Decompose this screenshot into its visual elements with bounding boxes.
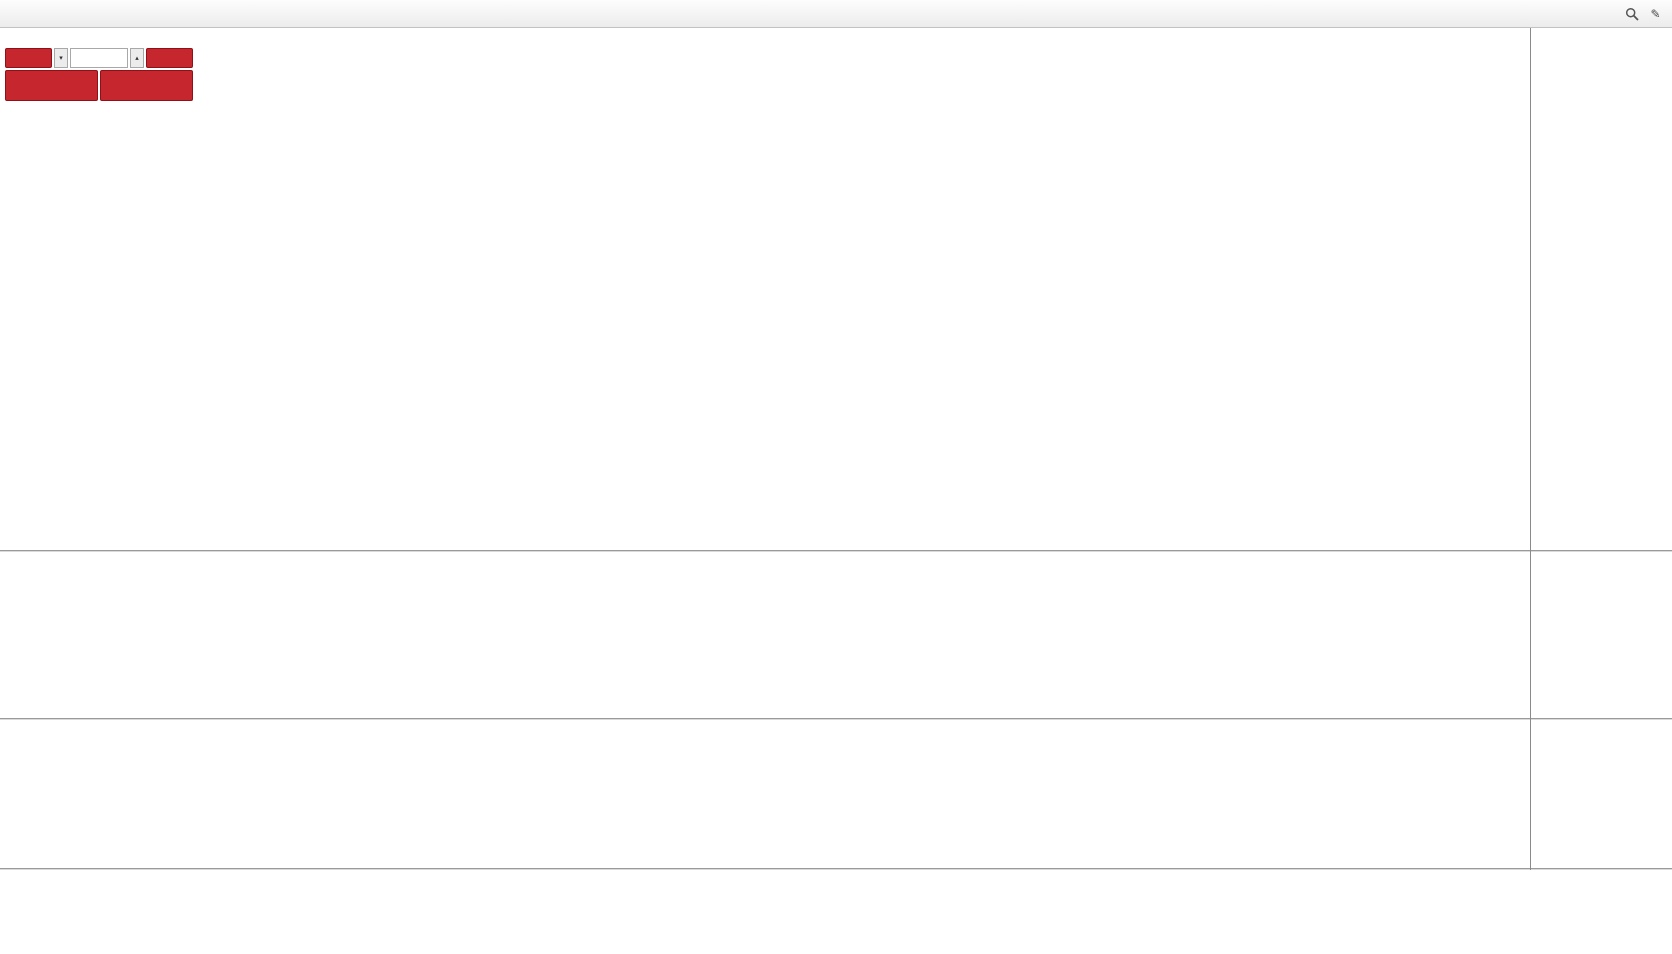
lot-size-input[interactable] bbox=[70, 48, 128, 68]
chevron-up-icon: ▴ bbox=[135, 55, 139, 62]
panel-resize-handle[interactable] bbox=[0, 868, 1672, 870]
sell-button[interactable] bbox=[5, 48, 52, 68]
lot-increase-button[interactable]: ▴ bbox=[130, 48, 144, 68]
panel-resize-handle[interactable] bbox=[0, 718, 1672, 720]
macd-panel bbox=[0, 552, 1672, 718]
chevron-down-icon: ▾ bbox=[59, 55, 63, 62]
pencil-icon: ✎ bbox=[1650, 6, 1661, 21]
buy-button[interactable] bbox=[146, 48, 193, 68]
rsi-panel bbox=[0, 720, 1672, 868]
main-chart-panel: ▾ ▴ bbox=[0, 28, 1672, 550]
sell-price-button[interactable] bbox=[5, 70, 98, 101]
toolbar-right-group: ✎ bbox=[1620, 3, 1667, 25]
buy-price-button[interactable] bbox=[100, 70, 193, 101]
trade-menu-button[interactable]: ▾ bbox=[54, 48, 68, 68]
edit-button[interactable]: ✎ bbox=[1645, 3, 1666, 25]
search-icon bbox=[1625, 7, 1639, 21]
search-button[interactable] bbox=[1621, 3, 1643, 25]
axis-border bbox=[1530, 28, 1531, 870]
date-axis[interactable] bbox=[0, 871, 1530, 887]
one-click-trading-panel: ▾ ▴ bbox=[5, 48, 195, 101]
panel-resize-handle[interactable] bbox=[0, 550, 1672, 552]
toolbar: ✎ bbox=[0, 0, 1672, 28]
